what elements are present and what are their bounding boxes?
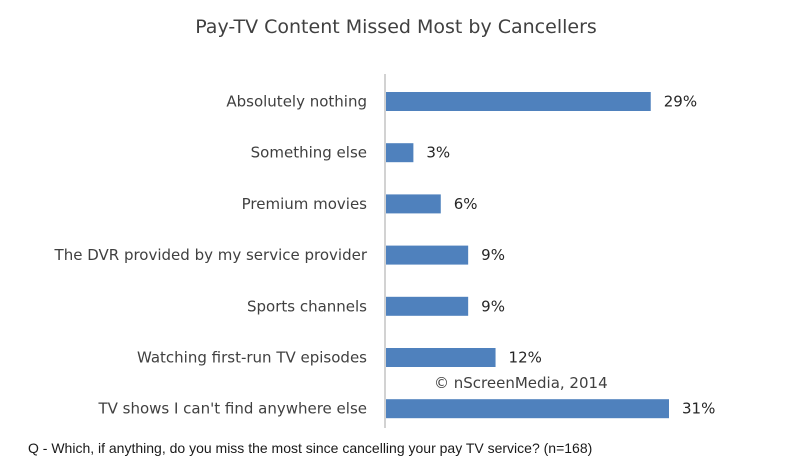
- category-label: Something else: [251, 144, 367, 162]
- category-label: TV shows I can't find anywhere else: [97, 400, 367, 418]
- bar: [386, 245, 469, 265]
- bar: [386, 348, 496, 367]
- data-label: 9%: [481, 246, 505, 264]
- category-label: Premium movies: [242, 195, 368, 213]
- data-label: 6%: [454, 195, 478, 213]
- copyright-annotation: © nScreenMedia, 2014: [434, 374, 608, 392]
- category-label: Sports channels: [247, 297, 367, 315]
- bar: [386, 399, 669, 419]
- data-label: 31%: [682, 400, 715, 418]
- bar: [386, 92, 651, 111]
- data-label: 9%: [481, 297, 505, 315]
- category-label: Absolutely nothing: [226, 93, 367, 111]
- bar: [386, 194, 441, 214]
- category-label: The DVR provided by my service provider: [54, 246, 368, 264]
- data-label: 3%: [426, 144, 450, 162]
- data-label: 12%: [509, 349, 542, 367]
- data-label: 29%: [664, 93, 697, 111]
- bar: [386, 143, 414, 163]
- survey-footnote: Q - Which, if anything, do you miss the …: [28, 440, 593, 456]
- category-label: Watching first-run TV episodes: [137, 349, 367, 367]
- chart-title: Pay-TV Content Missed Most by Cancellers: [195, 16, 597, 38]
- bar: [386, 296, 469, 316]
